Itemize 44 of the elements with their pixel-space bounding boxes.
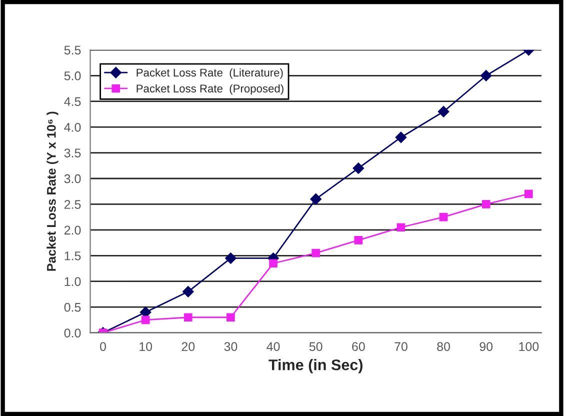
y-tick-label: 5.5 (64, 46, 81, 55)
point (141, 316, 150, 324)
x-tick-label: 80 (437, 342, 450, 352)
x-tick-label: 30 (224, 342, 238, 352)
y-tick-label: 2.5 (64, 200, 81, 209)
y-tick-label: 1.0 (64, 277, 81, 286)
point (184, 313, 192, 322)
y-tick-label: 3.5 (64, 148, 81, 158)
point (352, 162, 364, 174)
point (524, 190, 533, 198)
y-tick-label: 3.0 (64, 174, 81, 184)
point (312, 248, 320, 258)
x-tick-label: 50 (309, 342, 322, 352)
x-tick-label: 10 (140, 342, 152, 352)
point (310, 193, 322, 205)
point (396, 223, 406, 232)
y-tick-label: 0.0 (64, 328, 81, 338)
point (182, 286, 194, 298)
point (225, 252, 236, 264)
y-tick-label: 1.5 (64, 252, 81, 260)
point (439, 212, 448, 222)
y-tick-label: 5.0 (64, 71, 81, 80)
point (395, 132, 407, 143)
x-tick-label: 100 (519, 342, 539, 352)
x-axis-title: Time (in Sec) (268, 359, 362, 374)
legend-label: Packet Loss Rate (Literature) (136, 68, 283, 79)
y-axis-title: Packet Loss Rate (Y x 10⁶ ) (46, 112, 58, 271)
y-tick-label: 4.0 (64, 122, 81, 132)
point (482, 200, 490, 208)
legend-label: Packet Loss Rate (Proposed) (136, 84, 284, 95)
x-tick-label: 60 (352, 342, 365, 352)
x-tick-label: 70 (394, 342, 408, 352)
y-tick-label: 4.5 (64, 97, 81, 106)
y-tick-label: 2.0 (64, 226, 81, 235)
point (480, 70, 492, 82)
x-tick-label: 20 (182, 342, 195, 352)
point (226, 313, 235, 322)
x-tick-label: 40 (266, 342, 280, 352)
point (438, 106, 450, 118)
x-tick-label: 90 (480, 342, 493, 352)
y-tick-label: 0.5 (64, 302, 81, 312)
point (354, 236, 363, 244)
point (269, 259, 278, 268)
x-tick-label: 0 (100, 342, 106, 352)
